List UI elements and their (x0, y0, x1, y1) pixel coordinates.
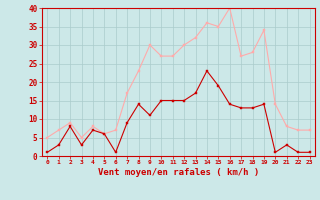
X-axis label: Vent moyen/en rafales ( km/h ): Vent moyen/en rafales ( km/h ) (98, 168, 259, 177)
